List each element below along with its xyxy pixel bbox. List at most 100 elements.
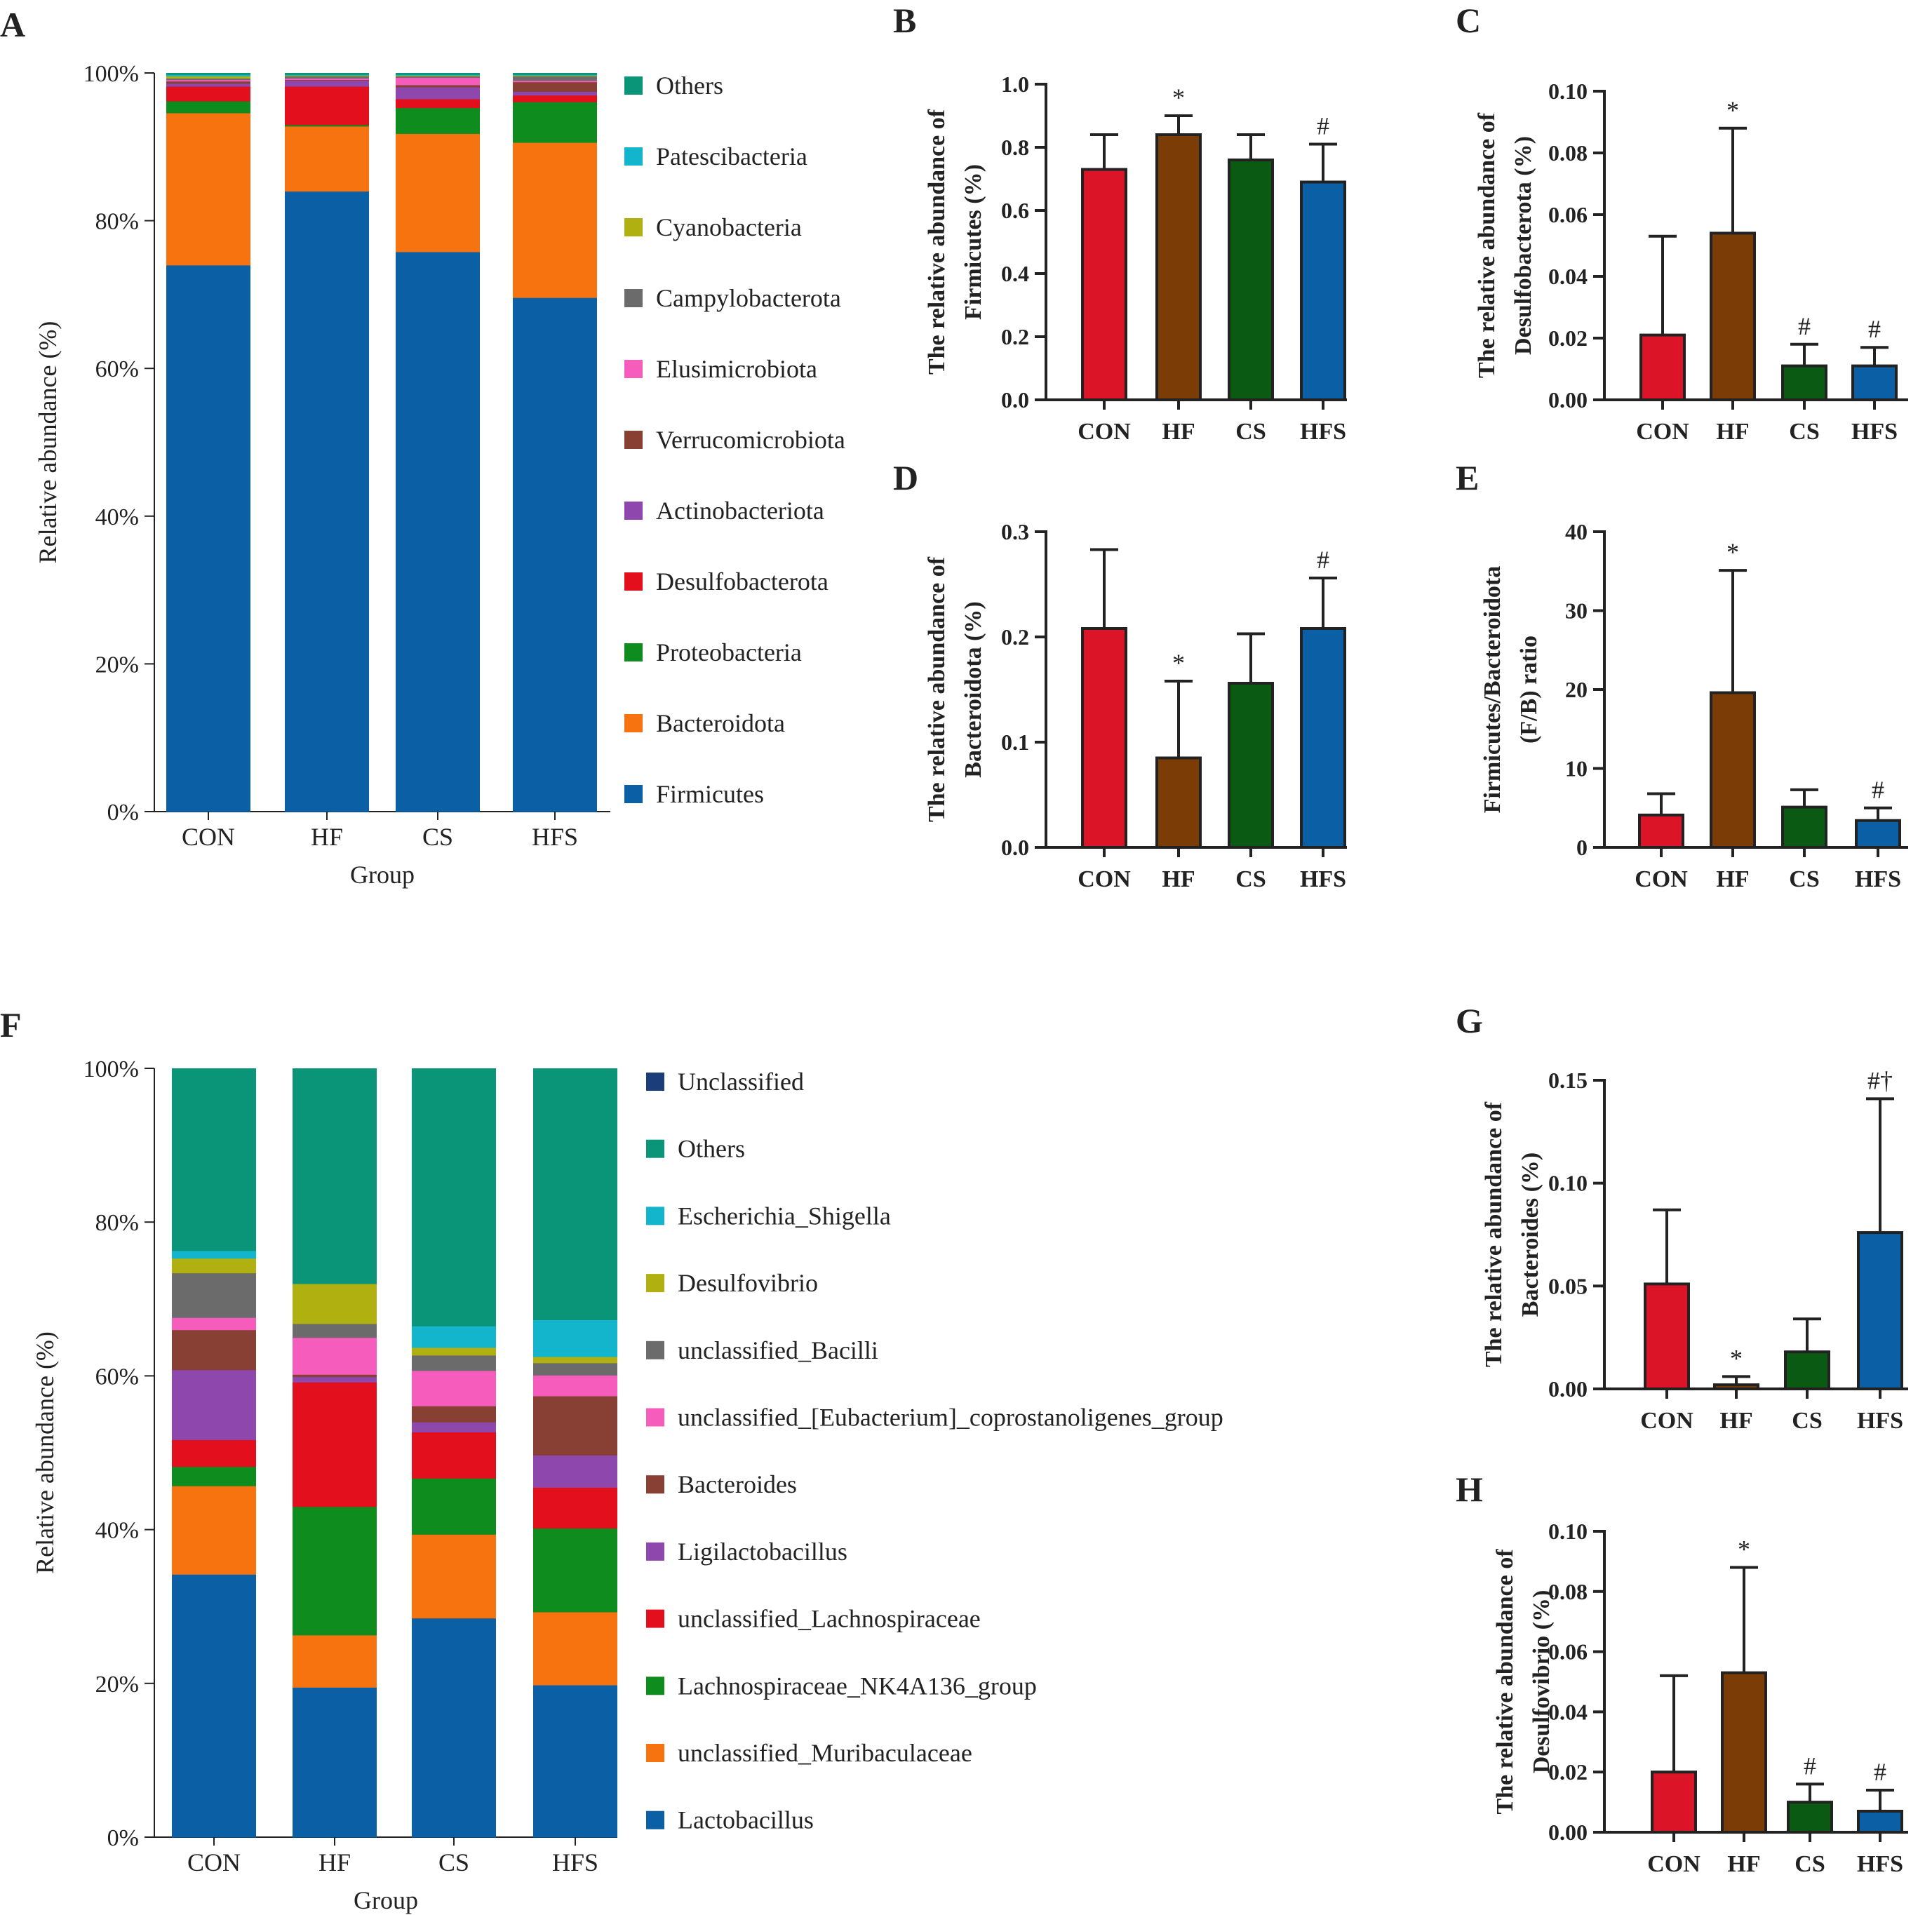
stack-segment-unclassified-eubacterium-coprostanoligenes-group: [412, 1370, 496, 1406]
stack-segment-escherichia-shigella: [172, 1250, 256, 1259]
panel-h-chart: 0.00 0.02 0.04 0.06 0.08 0.10 CON * HF # CS # HFS The…: [1492, 1519, 1908, 1877]
legend-label: Bacteroides: [678, 1470, 797, 1498]
legend-label: Actinobacteriota: [656, 497, 824, 525]
y-tick-label: 0.10: [1548, 1171, 1588, 1196]
bar-hfs: [1857, 1231, 1903, 1390]
bar-cs: [1228, 159, 1274, 401]
x-tick-label: HF: [1719, 1408, 1752, 1434]
y-tick-label: 0.08: [1548, 140, 1588, 166]
legend-label: Elusimicrobiota: [656, 355, 817, 383]
bar-hfs: [1857, 1809, 1903, 1834]
stack-segment-campylobacterota: [396, 76, 480, 78]
y-axis-title-line: The relative abundance of: [1481, 1101, 1507, 1367]
legend-label: Lactobacillus: [678, 1806, 814, 1834]
bar-con: [1638, 813, 1684, 849]
x-tick-label: CON: [1640, 1408, 1693, 1434]
legend-swatch: [624, 218, 643, 236]
legend-swatch: [624, 147, 643, 166]
x-tick-label: HFS: [1300, 419, 1346, 445]
legend-label: unclassified_Lachnospiraceae: [678, 1605, 981, 1633]
stack-segment-desulfovibrio: [533, 1357, 617, 1364]
stack-segment-unclassified-eubacterium-coprostanoligenes-group: [533, 1375, 617, 1397]
stack-segment-patescibacteria: [166, 74, 250, 76]
panel-letter-b: B: [893, 1, 916, 40]
y-tick-label: 100%: [83, 61, 139, 87]
y-tick-label: 20%: [95, 1672, 139, 1698]
stack-segment-proteobacteria: [396, 107, 480, 134]
stack-segment-bacteroidota: [285, 126, 369, 192]
bar-con: [1651, 1770, 1697, 1834]
stack-segment-bacteroides: [533, 1395, 617, 1456]
stack-segment-actinobacteriota: [166, 83, 250, 87]
stack-segment-proteobacteria: [285, 124, 369, 127]
significance-mark: *: [1738, 1535, 1750, 1563]
legend-label: Ligilactobacillus: [678, 1538, 847, 1566]
stack-segment-lactobacillus: [293, 1687, 377, 1838]
y-tick-label: 0.04: [1548, 1699, 1588, 1724]
legend-label: unclassified_[Eubacterium]_coprostanolig…: [678, 1404, 1223, 1432]
stack-segment-unclassified-bacilli: [293, 1323, 377, 1338]
stack-segment-campylobacterota: [285, 76, 369, 79]
panel-a-chart: 0% 20% 40% 60% 80% 100% CON HF CS HFS Group Relativ…: [34, 61, 845, 889]
stack-segment-lachnospiraceae-nk4a136-group: [533, 1528, 617, 1613]
stack-segment-others: [293, 1068, 377, 1284]
legend-label: Firmicutes: [656, 780, 764, 808]
stack-segment-ligilactobacillus: [293, 1376, 377, 1383]
x-tick-label: CS: [1792, 1408, 1822, 1434]
significance-mark: #: [1798, 312, 1811, 340]
stack-segment-bacteroides: [293, 1374, 377, 1378]
legend-swatch: [624, 714, 643, 732]
y-axis-title-line: Bacteroides (%): [1517, 1153, 1543, 1317]
panel-f-chart: 0% 20% 40% 60% 80% 100% CON HF CS HFS Group Relativ…: [31, 1056, 1223, 1914]
legend-label: unclassified_Bacilli: [678, 1336, 878, 1364]
stack-segment-others: [285, 73, 369, 75]
legend-label: Escherichia_Shigella: [678, 1202, 891, 1230]
legend-label: Desulfobacterota: [656, 567, 829, 596]
panel-letter-h: H: [1456, 1470, 1483, 1509]
x-tick-label: HF: [1162, 866, 1195, 892]
legend-swatch: [646, 1677, 664, 1695]
y-axis-title: The relative abundance of Firmicutes (%): [924, 109, 986, 375]
y-axis-title-line: Desulfobacterota (%): [1510, 136, 1536, 355]
legend-swatch: [624, 643, 643, 661]
significance-mark: #: [1317, 112, 1329, 140]
y-tick-label: 10: [1565, 756, 1588, 781]
bar-cs: [1781, 805, 1827, 849]
panel-g-chart: 0.00 0.05 0.10 0.15 CON * HF CS #† HFS The relativ…: [1481, 1066, 1908, 1434]
legend-swatch: [646, 1408, 664, 1427]
y-axis-title-line: The relative abundance of: [924, 109, 950, 375]
stack-segment-verrucomicrobiota: [396, 84, 480, 88]
y-tick-label: 0.00: [1548, 1820, 1588, 1845]
legend-swatch: [624, 431, 643, 449]
significance-mark: #: [1804, 1752, 1816, 1780]
legend-swatch: [624, 289, 643, 307]
significance-mark: #: [1317, 546, 1329, 574]
legend-label: Bacteroidota: [656, 709, 785, 737]
stack-segment-escherichia-shigella: [412, 1326, 496, 1348]
legend-label: Unclassified: [678, 1068, 804, 1096]
stack-segment-bacteroidota: [513, 142, 597, 298]
y-axis-title: The relative abundance of Bacteroides (%): [1481, 1101, 1543, 1367]
stack-segment-desulfobacterota: [285, 86, 369, 126]
stack-segment-unclassified-muribaculaceae: [533, 1611, 617, 1686]
stack-segment-lachnospiraceae-nk4a136-group: [293, 1506, 377, 1636]
y-tick-label: 20%: [95, 652, 139, 678]
bar-hf: [1155, 756, 1202, 849]
stack-segment-lactobacillus: [172, 1574, 256, 1838]
stack-segment-desulfobacterota: [513, 95, 597, 102]
panel-letter-c: C: [1456, 1, 1481, 40]
stack-segment-actinobacteriota: [513, 91, 597, 96]
legend-swatch: [624, 572, 643, 591]
stack-segment-escherichia-shigella: [533, 1319, 617, 1357]
legend-swatch: [646, 1207, 664, 1225]
y-tick-label: 80%: [95, 209, 139, 235]
legend-label: unclassified_Muribaculaceae: [678, 1739, 972, 1767]
y-axis-title-line: The relative abundance of: [924, 556, 950, 822]
bar-hf: [1710, 231, 1756, 401]
x-axis-title: Group: [350, 861, 415, 889]
y-tick-label: 0.08: [1548, 1579, 1588, 1604]
y-tick-label: 40%: [95, 504, 139, 530]
y-tick-label: 0%: [107, 800, 139, 826]
stack-segment-cyanobacteria: [513, 75, 597, 76]
x-tick-label: HF: [1716, 866, 1749, 892]
